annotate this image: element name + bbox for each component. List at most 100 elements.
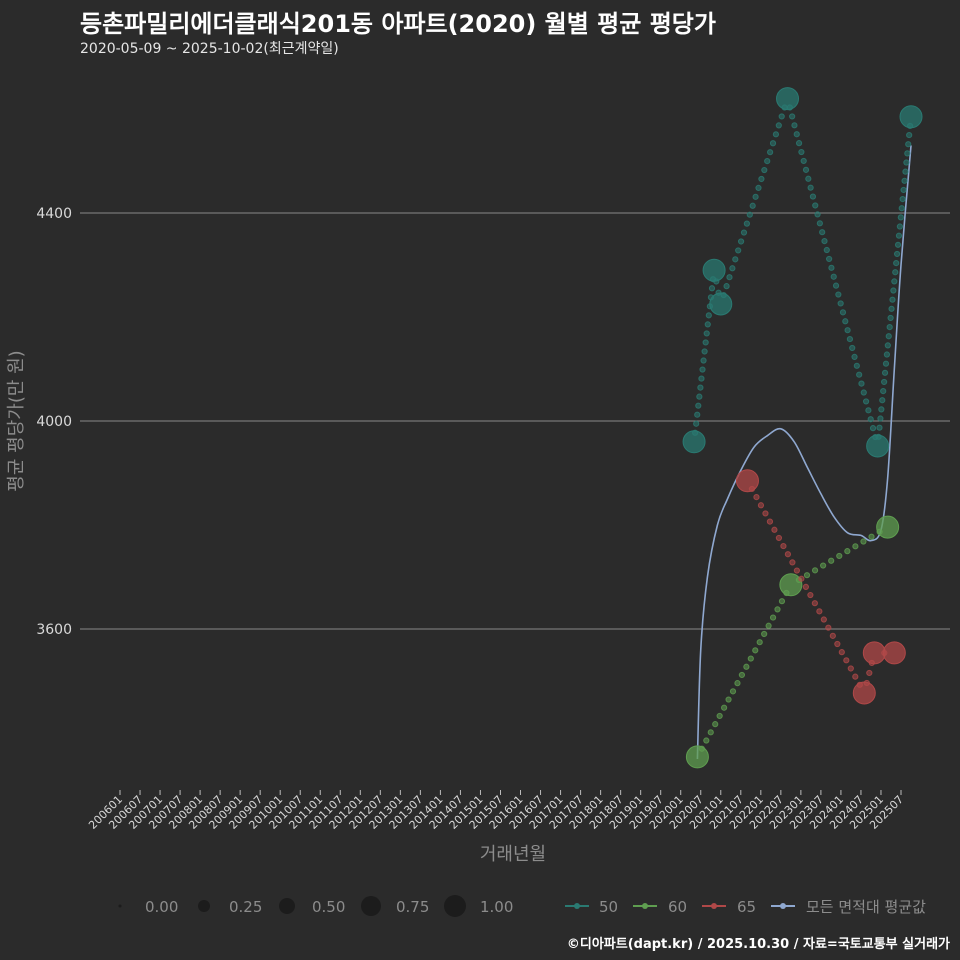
interp-dot [877, 415, 884, 422]
size-legend-marker [361, 896, 381, 916]
interp-dot [746, 211, 753, 218]
data-point [682, 430, 706, 454]
interp-dot [852, 673, 859, 680]
interp-dot [860, 389, 867, 396]
x-axis-title: 거래년월 [480, 844, 546, 865]
series-legend-label: 65 [737, 898, 756, 916]
data-point [876, 515, 900, 539]
interp-dot [849, 344, 856, 352]
interp-dot [735, 247, 742, 254]
interp-dot [839, 309, 847, 316]
interp-dot [758, 175, 765, 183]
data-point [852, 681, 876, 705]
interp-dot [729, 265, 736, 272]
data-point [709, 292, 733, 316]
interp-dot [749, 202, 756, 209]
size-legend-marker [279, 898, 295, 914]
data-point [776, 87, 800, 111]
interp-dot [837, 300, 844, 307]
interp-dot [698, 375, 705, 382]
interp-dot [778, 598, 786, 605]
interp-dot [828, 264, 835, 271]
interp-dot [752, 193, 759, 200]
interp-dot [862, 398, 870, 405]
interp-dot [729, 688, 737, 695]
interp-dot [723, 283, 730, 290]
interp-dot [885, 333, 892, 340]
interp-dot [743, 663, 750, 670]
interp-dot [812, 202, 819, 209]
interp-dot [881, 369, 889, 376]
interp-dot [737, 238, 745, 245]
interp-dot [830, 273, 837, 280]
interp-dot [695, 402, 702, 409]
interp-dot [775, 122, 782, 129]
interp-dot [726, 274, 733, 281]
series-legend-marker [574, 903, 580, 909]
size-legend-marker [444, 895, 466, 917]
interp-dot [884, 342, 891, 349]
interp-dot [784, 551, 792, 558]
y-tick-label: 3600 [36, 622, 72, 638]
interp-dot [835, 291, 842, 298]
interp-dot [807, 184, 814, 191]
interp-dot [899, 195, 906, 203]
interp-dot [894, 250, 901, 258]
interp-dot [834, 640, 841, 648]
interp-dot [809, 193, 817, 200]
interp-dot [879, 397, 886, 404]
interp-dot [832, 282, 840, 289]
interp-dot [704, 321, 711, 328]
interp-dot [708, 285, 716, 292]
interp-dot [798, 148, 805, 156]
interp-dot [743, 220, 750, 227]
interp-dot [829, 632, 836, 639]
interp-dot [823, 246, 830, 254]
interp-dot [906, 131, 913, 139]
interp-dot [860, 538, 867, 545]
interp-dot [844, 548, 851, 555]
interp-dot [903, 159, 910, 166]
interp-dot [701, 348, 708, 355]
gridlines [80, 212, 950, 630]
series-60 [685, 515, 900, 769]
interp-dot [802, 583, 809, 590]
series-layer [682, 87, 923, 769]
interp-dot [707, 729, 714, 736]
interp-dot [828, 557, 835, 564]
interp-dot [892, 269, 899, 276]
size-legend-label: 1.00 [480, 898, 513, 916]
interp-dot [851, 353, 858, 360]
interp-dot [816, 220, 823, 227]
interp-dot [887, 314, 894, 322]
interp-dot [866, 669, 873, 677]
interp-dot [780, 542, 787, 550]
size-legend-label: 0.00 [145, 898, 178, 916]
chart-subtitle: 2020-05-09 ~ 2025-10-02(최근계약일) [80, 41, 339, 57]
interp-dot [694, 411, 701, 418]
interp-dot [774, 606, 781, 613]
interp-dot [769, 140, 777, 147]
interp-dot [891, 278, 898, 285]
interp-dot [816, 608, 823, 615]
interp-dot [811, 600, 818, 607]
x-axis-ticks: 2006012006072007012007072008012008072009… [86, 790, 906, 832]
interp-dot [771, 526, 778, 533]
interp-dot [778, 113, 785, 120]
interp-dot [800, 157, 807, 165]
interp-dot [747, 655, 754, 662]
interp-dot [898, 205, 905, 212]
interp-dot [842, 318, 849, 325]
interp-dot [757, 502, 765, 509]
interp-dot [793, 131, 800, 138]
interp-dot [888, 305, 895, 312]
interp-dot [896, 223, 903, 230]
interp-dot [769, 614, 777, 621]
interp-dot [772, 131, 780, 138]
interp-dot [753, 494, 760, 501]
interp-dot [856, 371, 863, 378]
interp-dot [881, 378, 888, 386]
interp-dot [883, 351, 891, 358]
interp-dot [886, 323, 893, 331]
